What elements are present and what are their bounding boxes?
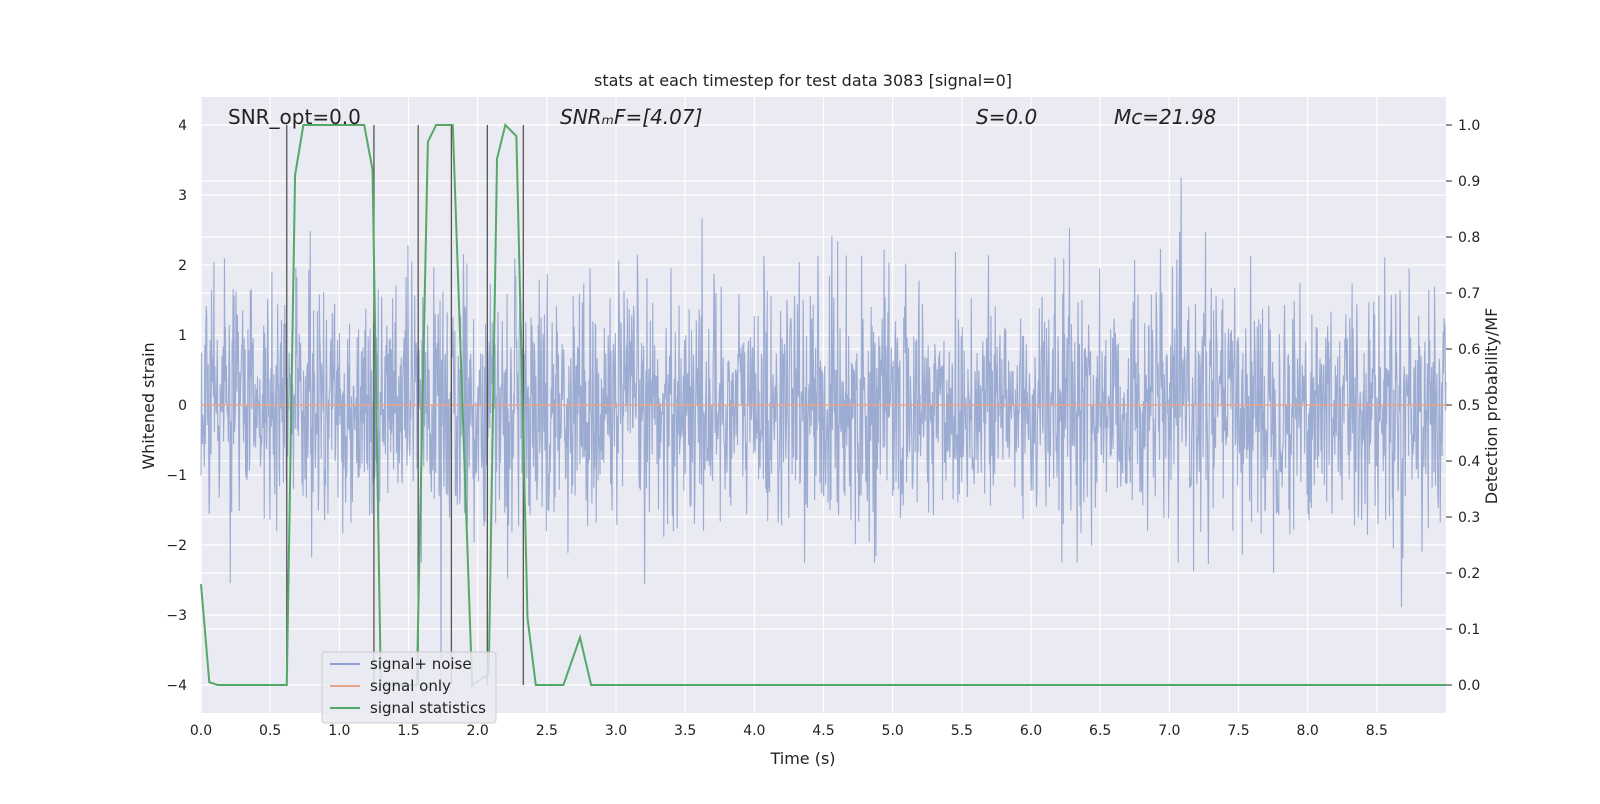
y-tick-label-right: 0.7	[1458, 286, 1480, 302]
x-tick-label: 4.5	[812, 723, 834, 739]
x-axis-label: Time (s)	[769, 749, 835, 768]
y-tick-label-right: 0.4	[1458, 454, 1480, 470]
legend-label-signal-only: signal only	[370, 677, 451, 695]
x-tick-label: 5.5	[951, 723, 973, 739]
y-tick-label-left: −1	[166, 468, 187, 484]
annotation-s: S=0.0	[976, 105, 1037, 129]
x-tick-label: 4.0	[743, 723, 765, 739]
legend-label-signal-statistics: signal statistics	[370, 699, 486, 717]
y-tick-label-left: −2	[166, 538, 187, 554]
x-tick-label: 6.5	[1089, 723, 1111, 739]
y-tick-label-left: −4	[166, 678, 187, 694]
x-tick-label: 5.0	[882, 723, 904, 739]
x-tick-label: 1.5	[397, 723, 419, 739]
x-tick-label: 7.0	[1158, 723, 1180, 739]
legend-label-signal-noise: signal+ noise	[370, 655, 472, 673]
series-signal-statistics	[200, 123, 1446, 687]
y-tick-label-left: 1	[178, 328, 187, 344]
x-tick-label: 2.5	[536, 723, 558, 739]
annotation-snr-opt: SNR_opt=0.0	[228, 105, 361, 129]
annotation-snr-mf: SNRₘF=[4.07]	[560, 105, 702, 129]
y-tick-label-left: 0	[178, 398, 187, 414]
y-tick-label-right: 0.1	[1458, 622, 1480, 638]
x-tick-label: 1.0	[328, 723, 350, 739]
chart-title: stats at each timestep for test data 308…	[594, 71, 1012, 90]
x-tick-label: 2.0	[467, 723, 489, 739]
y-tick-label-right: 0.0	[1458, 678, 1480, 694]
x-tick-label: 6.0	[1020, 723, 1042, 739]
y-axis-label-right: Detection probability/MF	[1482, 308, 1501, 505]
y-tick-label-right: 0.3	[1458, 510, 1480, 526]
y-tick-label-left: 2	[178, 258, 187, 274]
x-tick-label: 7.5	[1227, 723, 1249, 739]
x-tick-label: 8.5	[1366, 723, 1388, 739]
y-tick-label-right: 0.6	[1458, 342, 1480, 358]
x-tick-label: 3.0	[605, 723, 627, 739]
y-tick-label-left: 3	[178, 188, 187, 204]
x-tick-label: 3.5	[674, 723, 696, 739]
y-tick-label-left: 4	[178, 118, 187, 134]
y-tick-label-right: 1.0	[1458, 118, 1480, 134]
legend: signal+ noise signal only signal statist…	[321, 651, 497, 724]
x-tick-label: 8.0	[1297, 723, 1319, 739]
y-tick-label-right: 0.9	[1458, 174, 1480, 190]
x-tick-label: 0.5	[259, 723, 281, 739]
y-tick-label-left: −3	[166, 608, 187, 624]
y-tick-label-right: 0.2	[1458, 566, 1480, 582]
series-signal-noise	[200, 177, 1447, 691]
y-tick-label-right: 0.5	[1458, 398, 1480, 414]
annotation-mc: Mᴄ=21.98	[1114, 105, 1216, 129]
legend-box	[321, 651, 497, 724]
x-tick-label: 0.0	[190, 723, 212, 739]
y-axis-label-left: Whitened strain	[139, 342, 158, 469]
y-tick-label-right: 0.8	[1458, 230, 1480, 246]
